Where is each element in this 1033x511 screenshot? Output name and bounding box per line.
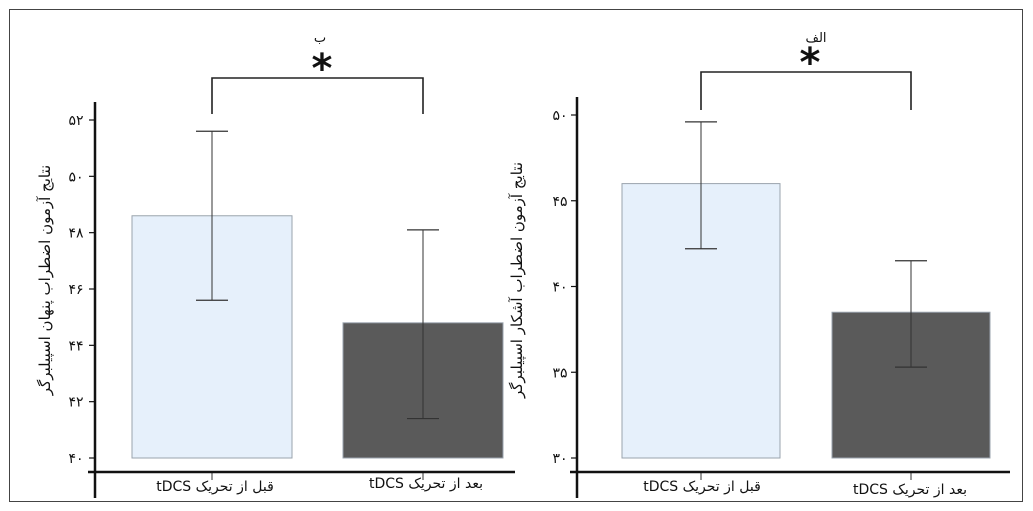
y-tick-label: ۴۸ <box>68 226 84 242</box>
chart-panel-alef: الف * نتایج آزمون اضطراب آشکار اسپیلبرگر… <box>508 31 1010 498</box>
figure-frame <box>9 9 1023 502</box>
category-label-after: بعد از تحریک tDCS <box>369 476 483 492</box>
chart-panel-b: ب * نتایج آزمون اضطراب پنهان اسپیلبرگر ق… <box>36 31 515 498</box>
y-tick-label: ۳۵ <box>552 365 567 381</box>
panel-label: الف <box>805 31 826 46</box>
significance-marker: * <box>312 46 333 92</box>
y-tick-label: ۵۰ <box>552 108 567 124</box>
y-tick-label: ۴۰ <box>68 451 83 467</box>
y-tick-label: ۳۰ <box>552 451 567 467</box>
significance-marker: * <box>800 40 821 86</box>
significance-bracket <box>700 71 912 110</box>
y-tick-label: ۴۰ <box>552 280 567 296</box>
y-tick-label: ۵۲ <box>68 113 83 129</box>
category-label-after: بعد از تحریک tDCS <box>853 482 967 498</box>
category-label-before: قبل از تحریک tDCS <box>156 479 274 495</box>
y-axis-label: نتایج آزمون اضطراب آشکار اسپیلبرگر <box>508 162 527 399</box>
y-tick-label: ۵۰ <box>68 169 83 185</box>
category-label-before: قبل از تحریک tDCS <box>643 479 761 495</box>
y-tick-label: ۴۲ <box>68 395 83 411</box>
significance-bracket <box>211 77 424 114</box>
y-tick-label: ۴۵ <box>552 194 567 210</box>
y-axis-label: نتایج آزمون اضطراب پنهان اسپیلبرگر <box>36 165 55 396</box>
panel-label: ب <box>314 31 326 46</box>
y-tick-label: ۴۶ <box>68 282 83 298</box>
y-tick-label: ۴۴ <box>68 338 83 354</box>
